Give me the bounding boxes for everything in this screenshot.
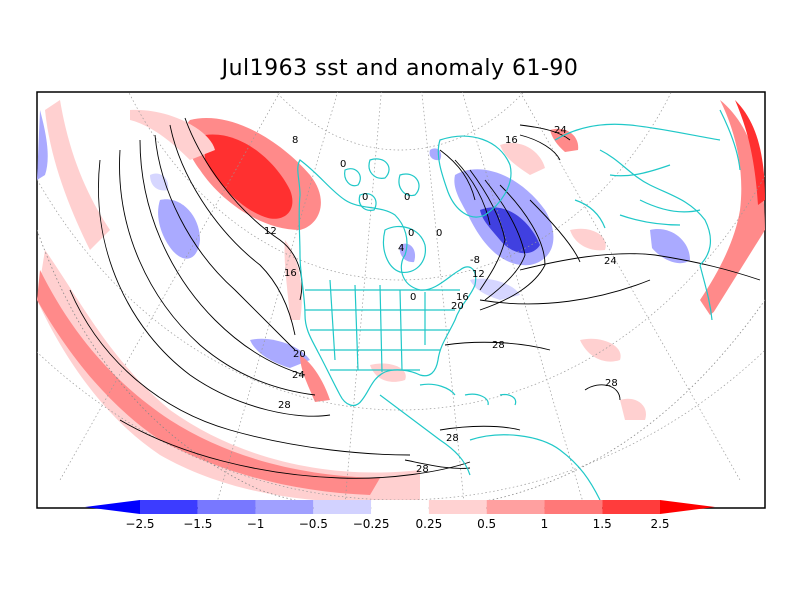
contour-label: 4	[398, 243, 404, 254]
colorbar-swatch	[313, 500, 372, 514]
colorbar: −2.5 −1.5 −1 −0.5 −0.25 0.25 0.5 1 1.5 2.5	[85, 500, 715, 531]
colorbar-label: −0.25	[353, 517, 390, 531]
colorbar-label: −1	[247, 517, 265, 531]
colorbar-label: 2.5	[650, 517, 669, 531]
colorbar-swatch	[602, 500, 660, 514]
contour-label: 16	[505, 135, 518, 146]
contour-label: 28	[278, 400, 291, 411]
colorbar-label: −1.5	[183, 517, 212, 531]
contour-label: 20	[293, 349, 306, 360]
contour-label: 24	[554, 125, 567, 136]
colorbar-swatch	[486, 500, 545, 514]
contour-label: 28	[416, 464, 429, 475]
colorbar-label: 1.5	[593, 517, 612, 531]
contour-label: 0	[404, 192, 410, 203]
colorbar-label: −0.5	[299, 517, 328, 531]
colorbar-label: 0.5	[477, 517, 496, 531]
map-title: Jul1963 sst and anomaly 61-90	[221, 56, 579, 81]
colorbar-swatch	[544, 500, 603, 514]
contour-label: 12	[264, 226, 277, 237]
contour-label: 24	[292, 370, 305, 381]
coastlines	[297, 109, 741, 501]
colorbar-label: 1	[541, 517, 549, 531]
colorbar-swatch	[197, 500, 256, 514]
contour-label: 28	[492, 340, 505, 351]
contour-label: 8	[292, 135, 298, 146]
contour-label: 0	[340, 159, 346, 170]
contour-label: 16	[284, 268, 297, 279]
contour-label: 28	[446, 433, 459, 444]
contour-label: 0	[410, 292, 416, 303]
contour-label: 12	[472, 269, 485, 280]
contour-label: 0	[408, 228, 414, 239]
contour-label: -8	[470, 255, 480, 266]
contour-label: 20	[451, 301, 464, 312]
colorbar-label: −2.5	[125, 517, 154, 531]
contour-label: 24	[604, 256, 617, 267]
colorbar-swatch	[660, 500, 715, 514]
domain-boundary	[37, 229, 765, 508]
colorbar-label: 0.25	[416, 517, 443, 531]
sst-contours	[69, 117, 761, 479]
graticule	[37, 92, 765, 508]
contour-label: 0	[362, 192, 368, 203]
colorbar-swatch	[428, 500, 487, 514]
contour-label: 16	[456, 292, 469, 303]
colorbar-swatch	[85, 500, 140, 514]
anomaly-shading	[37, 100, 765, 503]
contour-label: 0	[436, 228, 442, 239]
colorbar-swatch	[371, 500, 429, 514]
contour-labels: 8 0 0 0 0 0 4 0 12 16 20 24 28 16 24 -8 …	[264, 125, 618, 475]
contour-label: 28	[605, 378, 618, 389]
map-frame	[36, 91, 766, 509]
colorbar-swatch	[140, 500, 198, 514]
colorbar-swatch	[255, 500, 314, 514]
